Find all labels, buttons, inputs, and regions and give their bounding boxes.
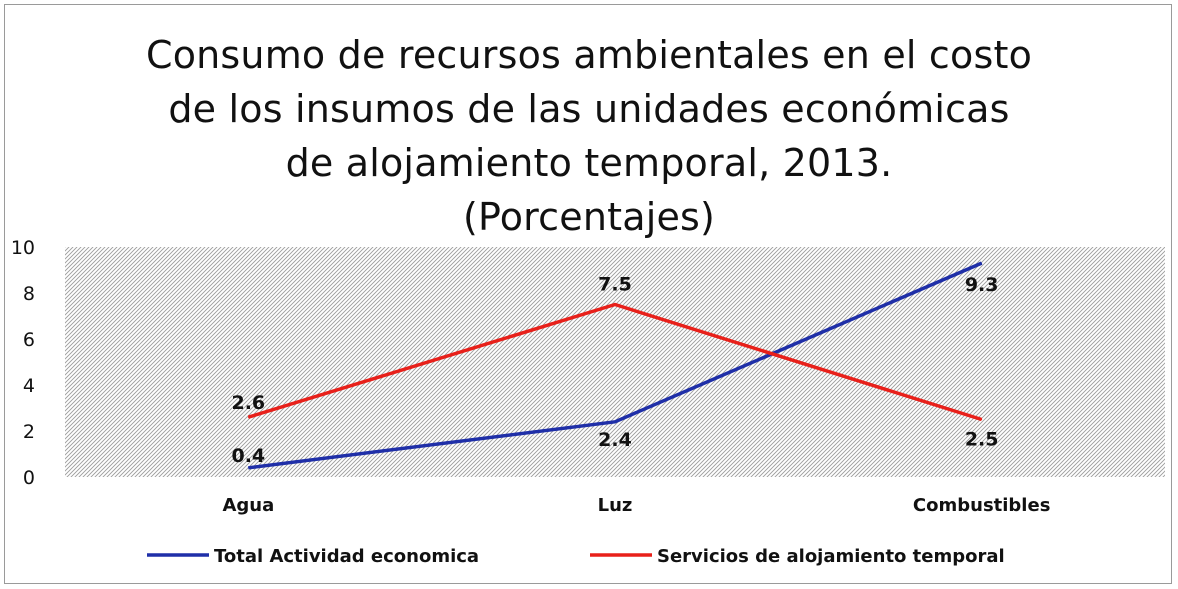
y-tick-label: 0 bbox=[23, 467, 35, 489]
data-point bbox=[614, 421, 616, 423]
legend-label: Servicios de alojamiento temporal bbox=[657, 546, 1005, 567]
x-category-label: Combustibles bbox=[913, 495, 1051, 516]
y-tick-label: 4 bbox=[23, 375, 35, 397]
data-point bbox=[614, 304, 616, 305]
data-point bbox=[247, 416, 249, 418]
data-label: 7.5 bbox=[598, 274, 632, 296]
data-point bbox=[981, 419, 983, 420]
data-point bbox=[981, 262, 983, 264]
y-tick-label: 2 bbox=[23, 421, 35, 443]
data-point bbox=[247, 467, 249, 469]
x-category-label: Agua bbox=[222, 495, 274, 516]
data-label: 9.3 bbox=[965, 274, 999, 296]
data-label: 2.5 bbox=[965, 429, 999, 451]
chart-title: Consumo de recursos ambientales en el co… bbox=[145, 33, 1033, 239]
y-tick-label: 10 bbox=[11, 237, 35, 259]
y-tick-label: 8 bbox=[23, 283, 35, 305]
data-label: 2.6 bbox=[231, 392, 265, 414]
x-category-label: Luz bbox=[598, 495, 633, 516]
data-label: 0.4 bbox=[231, 445, 265, 467]
y-tick-label: 6 bbox=[23, 329, 35, 351]
plot-area bbox=[65, 247, 1165, 477]
legend-label: Total Actividad economica bbox=[214, 546, 479, 567]
data-label: 2.4 bbox=[598, 429, 632, 451]
